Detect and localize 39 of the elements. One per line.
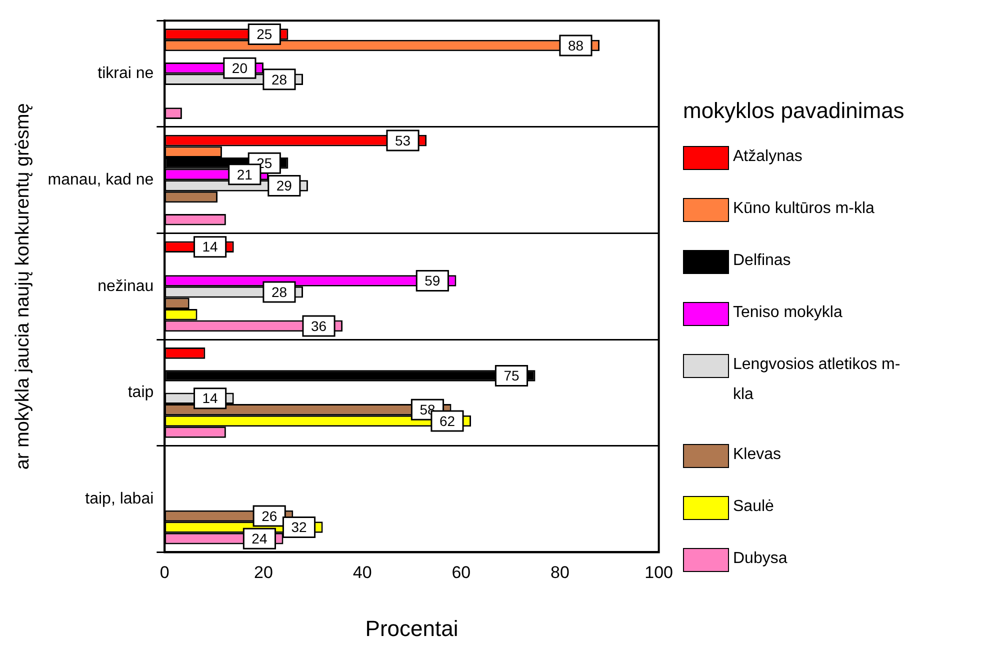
data-label: 29 [276,178,292,194]
data-label: 88 [568,37,584,54]
legend-title: mokyklos pavadinimas [683,98,906,124]
data-label: 59 [424,272,440,289]
y-tick-label: tikrai ne [98,65,154,82]
data-label: 14 [202,238,218,255]
y-tick-label: manau, kad ne [48,171,154,188]
data-label: 28 [271,284,288,300]
data-label: 62 [439,412,456,429]
data-label: 14 [202,390,218,406]
data-label: 24 [252,530,268,546]
x-tick-label: 60 [452,563,471,582]
legend-label: Teniso mokykla [733,303,844,323]
y-tick-label: taip, labai [85,490,154,508]
data-label: 21 [236,166,253,182]
data-label: 26 [262,508,278,524]
y-tick-label: nežinau [98,278,154,295]
y-tick-label: taip [128,384,154,402]
legend-label: Lengvosios atletikos m-kla [733,355,902,405]
y-axis-title: ar mokykla jaucia naujų konkurentų grėsmę [12,103,34,470]
data-label: 32 [291,519,307,536]
x-tick-label: 80 [550,563,570,582]
legend-label: Klevas [733,445,782,465]
legend-label: Saulė [733,497,775,517]
data-label: 75 [504,368,520,384]
data-label: 20 [232,60,248,76]
x-axis-title: Procentai [365,616,458,641]
legend-label: Atžalynas [733,147,804,167]
x-tick-label: 0 [160,563,170,582]
data-label: 53 [394,132,411,148]
legend-label: Delfinas [733,251,792,271]
x-tick-label: 40 [352,563,372,582]
legend-label: Kūno kultūros m-kla [733,199,876,219]
data-label: 36 [310,318,327,334]
x-tick-label: 20 [254,563,273,582]
x-tick-label: 100 [644,563,674,582]
legend-label: Dubysa [733,549,788,569]
data-label: 28 [271,71,288,88]
data-label: 25 [256,26,272,42]
